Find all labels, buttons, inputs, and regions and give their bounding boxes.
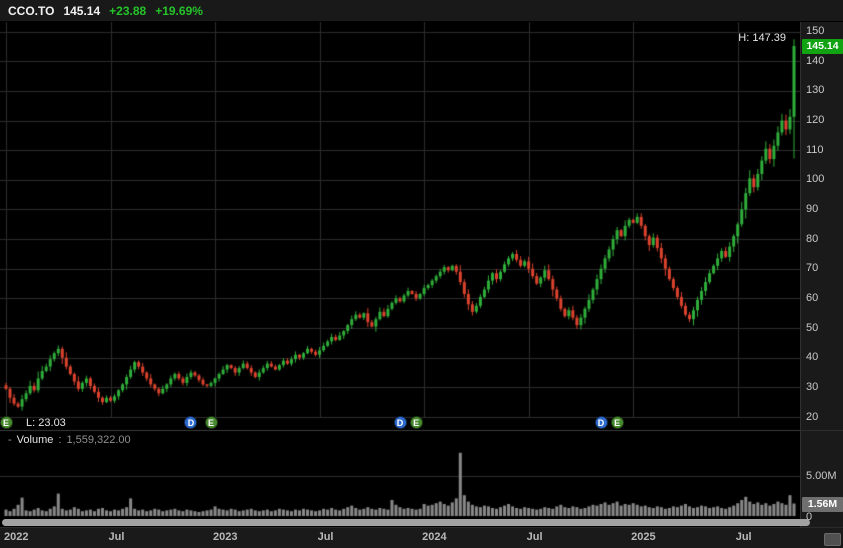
volume-panel-separator <box>0 430 843 431</box>
price-axis-label: 50 <box>806 321 819 334</box>
volume-title-separator: : <box>58 434 62 446</box>
x-axis-label: 2025 <box>631 531 656 543</box>
event-marker-dividend[interactable]: D <box>594 416 608 429</box>
x-axis-label: 2022 <box>4 531 29 543</box>
price-axis-label: 120 <box>806 114 825 127</box>
price-axis-label: 20 <box>806 410 819 423</box>
event-marker-earnings[interactable]: E <box>204 416 218 429</box>
chart-scrollbar[interactable] <box>2 519 810 526</box>
time-axis: 2022 Jul 2023 Jul 2024 Jul 2025 Jul <box>0 527 843 548</box>
high-annotation: H: 147.39 <box>738 32 786 45</box>
last-volume-badge: 1.56M <box>802 496 843 512</box>
x-axis-label: Jul <box>526 531 543 543</box>
price-axis-label: 140 <box>806 54 825 67</box>
volume-gridline-label: 5.00M <box>806 469 837 482</box>
event-marker-dividend[interactable]: D <box>393 416 407 429</box>
price-axis-label: 90 <box>806 202 819 215</box>
price-axis: 150 140 130 120 110 100 90 80 70 60 50 40 30 20 145.1… <box>800 22 843 527</box>
price-change-percent-label: +19.69% <box>155 3 203 18</box>
price-change-label: +23.88 <box>109 3 147 18</box>
price-axis-label: 100 <box>806 173 825 186</box>
low-annotation: L: 23.03 <box>26 417 66 430</box>
event-marker-earnings[interactable]: E <box>610 416 624 429</box>
current-price-badge: 145.14 <box>802 38 843 54</box>
price-axis-label: 60 <box>806 291 819 304</box>
volume-collapse-button[interactable]: - <box>8 434 12 446</box>
x-axis-label: Jul <box>108 531 125 543</box>
x-axis-label: Jul <box>735 531 752 543</box>
price-axis-label: 130 <box>806 84 825 97</box>
app-logo <box>824 533 841 546</box>
volume-zero-label: 0 <box>806 511 813 523</box>
volume-panel-header: - Volume : 1,559,322.00 <box>8 433 131 447</box>
x-axis-label: Jul <box>317 531 334 543</box>
ticker-header: CCO.TO 145.14 +23.88 +19.69% <box>0 0 843 22</box>
event-marker-earnings[interactable]: E <box>409 416 423 429</box>
event-marker-earnings[interactable]: E <box>0 416 13 429</box>
price-axis-label: 40 <box>806 351 819 364</box>
price-axis-label: 150 <box>806 25 825 38</box>
last-price-label: 145.14 <box>63 3 101 18</box>
price-axis-label: 110 <box>806 143 824 156</box>
price-axis-label: 70 <box>806 262 819 275</box>
event-marker-dividend[interactable]: D <box>184 416 198 429</box>
symbol-label: CCO.TO <box>8 3 55 18</box>
x-axis-label: 2024 <box>422 531 447 543</box>
price-axis-label: 30 <box>806 380 819 393</box>
price-axis-label: 80 <box>806 232 819 245</box>
volume-title: Volume <box>16 434 54 446</box>
x-axis-label: 2023 <box>213 531 238 543</box>
candlestick-chart-canvas[interactable] <box>0 22 800 519</box>
volume-value: 1,559,322.00 <box>66 434 131 446</box>
